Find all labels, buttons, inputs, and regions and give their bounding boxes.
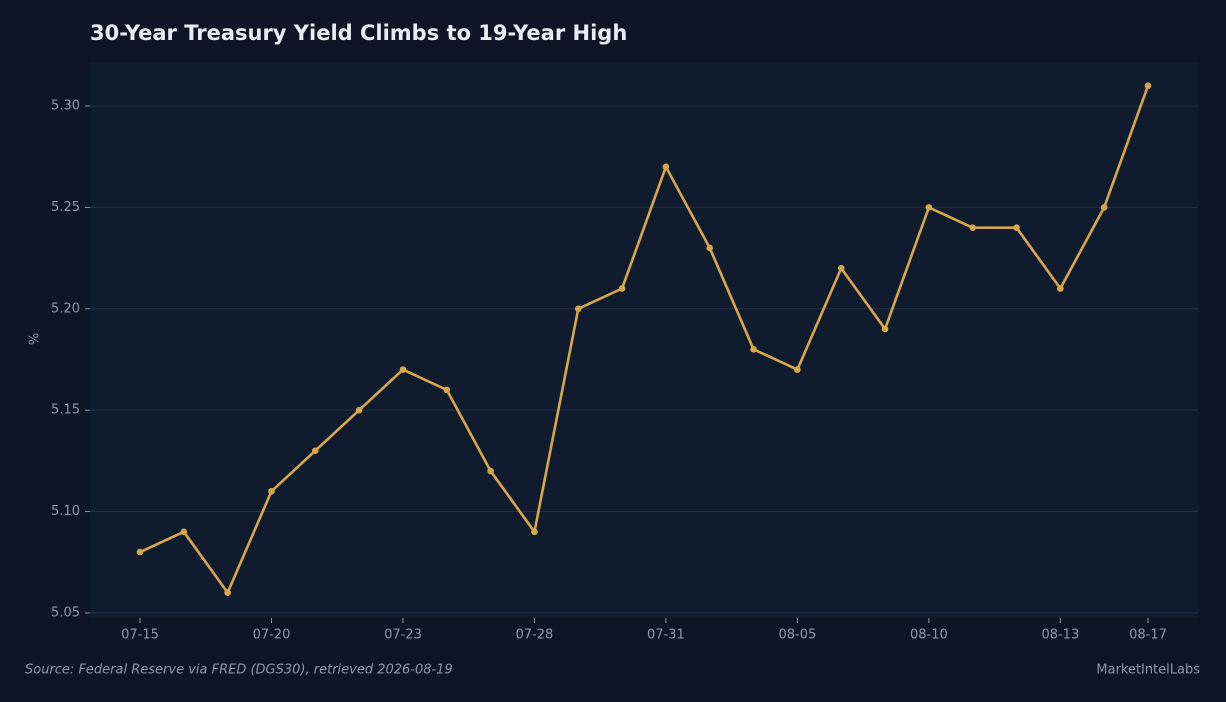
x-tick-label: 08-17: [1129, 628, 1167, 643]
point: [574, 305, 582, 313]
point: [750, 346, 757, 353]
x-tick-label: 08-10: [910, 628, 948, 643]
y-tick-label: 5.10: [51, 504, 80, 519]
point: [136, 548, 144, 556]
x-tick-label: 08-13: [1041, 628, 1079, 643]
point: [618, 285, 626, 292]
y-tick-label: 5.05: [51, 605, 80, 620]
chart-title: 30-Year Treasury Yield Climbs to 19-Year…: [90, 21, 627, 45]
point: [837, 264, 845, 272]
plot-area: [90, 62, 1198, 618]
point: [399, 366, 407, 373]
source-note: Source: Federal Reserve via FRED (DGS30)…: [25, 663, 453, 678]
y-tick-label: 5.30: [51, 99, 80, 114]
point: [443, 386, 451, 394]
point: [180, 528, 188, 536]
point: [268, 487, 275, 495]
point: [1144, 82, 1152, 90]
x-tick-label: 07-15: [121, 628, 159, 643]
y-tick-label: 5.15: [51, 403, 80, 418]
point: [925, 204, 933, 211]
point: [224, 589, 231, 596]
point: [794, 366, 801, 373]
y-tick-label: 5.25: [51, 200, 80, 215]
point: [312, 447, 319, 455]
point: [531, 528, 538, 536]
x-tick-label: 08-05: [779, 628, 817, 643]
x-tick-label: 07-23: [384, 628, 422, 643]
point: [706, 244, 714, 252]
point: [881, 325, 889, 333]
line: [139, 85, 1150, 594]
x-tick-label: 07-28: [516, 628, 554, 643]
y-tick-label: 5.20: [51, 301, 80, 316]
point: [1013, 224, 1020, 231]
y-axis-label: %: [28, 333, 43, 345]
x-tick-label: 07-20: [253, 628, 291, 643]
point: [487, 467, 494, 475]
brand: MarketIntelLabs: [1096, 663, 1200, 678]
point: [662, 163, 670, 171]
x-tick-label: 07-31: [647, 628, 685, 643]
point: [355, 406, 363, 414]
point: [1057, 285, 1064, 292]
point: [969, 224, 976, 231]
point: [1100, 204, 1108, 211]
